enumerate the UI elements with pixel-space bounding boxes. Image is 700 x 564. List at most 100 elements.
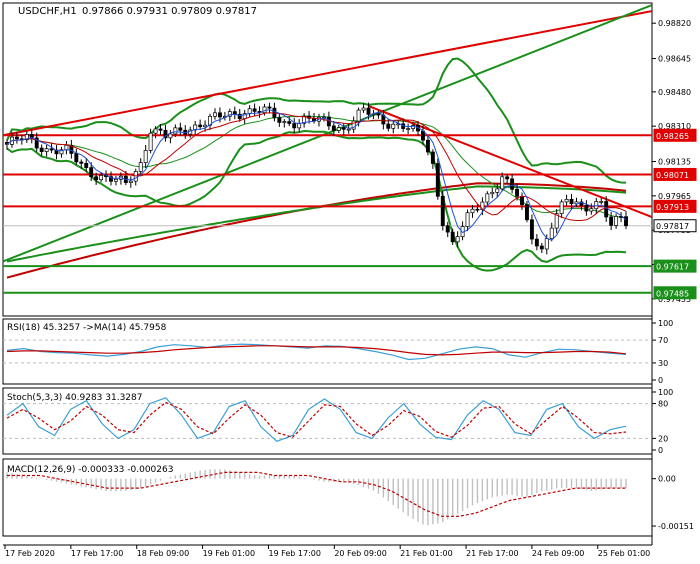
candle-body (252, 108, 257, 112)
price-label-box-support (653, 259, 697, 273)
candle-body (564, 198, 569, 203)
chart-symbol: USDCHF,H1 (18, 6, 77, 17)
candle-body (158, 128, 163, 131)
rsi-title: RSI(18) 45.3257 ->MA(14) 45.7958 (7, 323, 167, 333)
candle-body (406, 128, 411, 130)
time-axis-label: 20 Feb 09:00 (334, 549, 386, 558)
rsi-y-tick-label: 30 (658, 359, 668, 368)
price-label-resistance: 0.97913 (656, 203, 689, 212)
candle-body (173, 127, 178, 135)
time-axis-label: 18 Feb 09:00 (137, 549, 189, 558)
candle-body (99, 175, 104, 181)
candle-body (515, 188, 520, 197)
candle-body (594, 201, 599, 210)
candle-body (435, 163, 440, 197)
main-y-tick-label: 0.97965 (658, 192, 691, 201)
candle-body (331, 125, 336, 131)
stoch-y-tick-label: 20 (658, 434, 668, 443)
candle-body (193, 124, 198, 131)
candle-body (351, 120, 356, 130)
price-label-box-resistance (653, 128, 697, 142)
candle-body (74, 153, 79, 163)
candle-body (430, 151, 435, 164)
candle-body (282, 121, 287, 123)
candle-body (213, 112, 217, 117)
candle-body (539, 245, 544, 250)
stoch-y-tick-label: 0 (658, 446, 663, 455)
candle-body (217, 112, 222, 118)
candle-body (609, 216, 614, 226)
candle-body (529, 219, 534, 240)
bollinger-lower (6, 129, 627, 272)
candle-body (287, 121, 292, 124)
candle-body (277, 117, 282, 123)
candle-body (505, 176, 510, 180)
candle-body (500, 176, 505, 190)
candle-body (495, 188, 500, 193)
candle-body (425, 139, 430, 153)
main-pane-frame (2, 2, 653, 317)
candle-body (84, 162, 89, 168)
time-axis-label: 17 Feb 2020 (5, 549, 55, 558)
rsi-y-tick-label: 0 (658, 376, 663, 385)
candle-body (24, 134, 29, 141)
candle-body (534, 238, 539, 247)
rsi-y-tick-label: 70 (658, 336, 668, 345)
candle-body (39, 147, 44, 152)
candle-body (544, 238, 549, 250)
macd-pane-frame (2, 458, 653, 537)
rsi-pane-frame (2, 318, 653, 385)
candle-body (89, 167, 94, 178)
candle-body (34, 137, 39, 149)
candle-body (346, 128, 351, 131)
stoch-y-tick-label: 100 (658, 388, 673, 397)
ma-slow-line (6, 112, 627, 221)
candle-body (614, 216, 619, 226)
candle-body (94, 176, 99, 181)
candle-body (178, 127, 183, 131)
candle-body (79, 161, 84, 164)
candle-body (59, 149, 64, 155)
trendline-red-descending (368, 105, 653, 218)
candle-body (470, 208, 475, 214)
candle-body (113, 178, 118, 182)
bollinger-upper (6, 57, 627, 184)
candle-body (559, 201, 564, 215)
candle-body (262, 106, 267, 113)
stoch-title: Stoch(5,3,3) 40.9283 31.3287 (7, 393, 142, 403)
trendline-green-rising (2, 4, 653, 263)
candle-body (168, 133, 173, 139)
stoch-pane-frame (2, 387, 653, 455)
time-axis-label: 25 Feb 01:00 (598, 549, 650, 558)
candle-body (584, 204, 589, 212)
time-axis-label: 19 Feb 01:00 (203, 549, 255, 558)
main-y-tick-label: 0.98820 (658, 19, 691, 28)
candle-body (14, 136, 19, 140)
macd-signal-line (7, 471, 626, 517)
candle-body (386, 123, 391, 129)
time-axis-label: 24 Feb 09:00 (532, 549, 584, 558)
candle-body (376, 113, 381, 116)
ma-fast-line (6, 109, 627, 241)
price-label-box-current (653, 219, 697, 233)
price-label-current: 0.97817 (656, 222, 689, 231)
time-axis-label: 21 Feb 01:00 (400, 549, 452, 558)
candle-body (525, 204, 529, 221)
candle-body (480, 201, 485, 211)
price-label-support: 0.97485 (656, 289, 689, 298)
candle-body (341, 127, 346, 130)
candle-body (356, 109, 361, 122)
candle-body (109, 176, 113, 182)
candle-body (440, 195, 445, 227)
macd-y-tick-label: 0.00 (658, 475, 676, 484)
candle-body (203, 124, 208, 128)
long-ma-green (6, 185, 627, 263)
time-axis-label: 17 Feb 17:00 (71, 549, 123, 558)
candle-body (599, 201, 604, 203)
candle-body (128, 180, 133, 183)
candle-body (237, 113, 242, 119)
candle-body (361, 107, 366, 111)
candle-body (267, 106, 272, 109)
candle-body (450, 231, 455, 243)
